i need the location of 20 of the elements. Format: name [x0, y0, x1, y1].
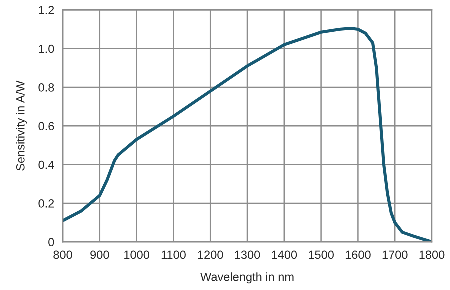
x-tick-label: 1000: [124, 250, 150, 260]
y-tick-label: 1.0: [39, 44, 54, 54]
x-tick-label: 1700: [382, 250, 408, 260]
y-tick-label: 0.8: [38, 84, 54, 92]
y-axis-title: Sensitivity in A/W: [16, 80, 28, 171]
y-tick-label: 0.4: [38, 160, 54, 170]
x-tick-label: 1100: [162, 250, 186, 260]
y-tick-label: 0.6: [38, 122, 54, 131]
x-tick-label: 800: [54, 250, 72, 260]
x-tick-label: 1600: [346, 250, 371, 260]
y-tick-label: 0.2: [38, 200, 54, 208]
x-axis-title: Wavelength in nm: [200, 272, 294, 284]
x-tick-label: 1400: [272, 250, 298, 260]
x-tick-label: 900: [90, 250, 110, 260]
y-tick-label: 1.2: [39, 6, 54, 14]
y-tick-label: 0: [48, 238, 54, 247]
x-tick-label: 1300: [235, 250, 260, 260]
x-tick-label: 1500: [309, 250, 334, 260]
x-tick-label: 1800: [420, 250, 445, 260]
x-tick-label: 1200: [198, 250, 224, 260]
